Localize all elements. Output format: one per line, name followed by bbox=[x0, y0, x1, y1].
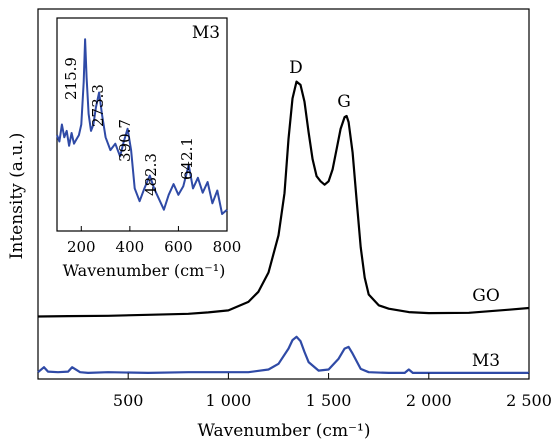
inset-x-tick-label: 600 bbox=[164, 238, 193, 256]
main-x-tick-label: 1 500 bbox=[306, 391, 352, 410]
go-spectrum-line bbox=[37, 80, 530, 318]
inset-title: M3 bbox=[192, 23, 220, 43]
inset-x-tick-label: 400 bbox=[116, 238, 145, 256]
inset-x-axis-label: Wavenumber (cm⁻¹) bbox=[63, 261, 226, 280]
inset-peak-642: 642.1 bbox=[178, 137, 196, 180]
inset-x-tick-label: 200 bbox=[67, 238, 96, 256]
g-band-label: G bbox=[337, 92, 351, 112]
inset-m3-spectrum-line bbox=[56, 38, 228, 215]
main-y-axis-label: Intensity (a.u.) bbox=[7, 133, 27, 260]
m3-series-label: M3 bbox=[472, 351, 500, 371]
main-x-axis-ticks: 500 1 000 1 500 2 000 2 500 bbox=[113, 373, 552, 410]
inset-x-tick-label: 800 bbox=[213, 238, 242, 256]
main-x-tick-label: 2 000 bbox=[406, 391, 452, 410]
inset-plot-frame bbox=[56, 17, 228, 232]
inset-peak-273: 273.3 bbox=[89, 84, 107, 127]
main-x-axis-label: Wavenumber (cm⁻¹) bbox=[198, 421, 371, 441]
main-x-tick-label: 1 000 bbox=[205, 391, 251, 410]
d-band-label: D bbox=[289, 58, 303, 78]
inset-peak-482: 482.3 bbox=[142, 153, 160, 196]
m3-spectrum-line bbox=[37, 335, 529, 374]
main-x-tick-label: 2 500 bbox=[506, 391, 552, 410]
main-plot-frame bbox=[37, 8, 530, 380]
inset-peak-390: 390.7 bbox=[116, 119, 134, 162]
inset-peak-215: 215.9 bbox=[62, 57, 80, 100]
main-x-tick-label: 500 bbox=[113, 391, 144, 410]
inset-x-axis-ticks: 200 400 600 800 bbox=[67, 226, 241, 256]
go-series-label: GO bbox=[472, 286, 500, 306]
